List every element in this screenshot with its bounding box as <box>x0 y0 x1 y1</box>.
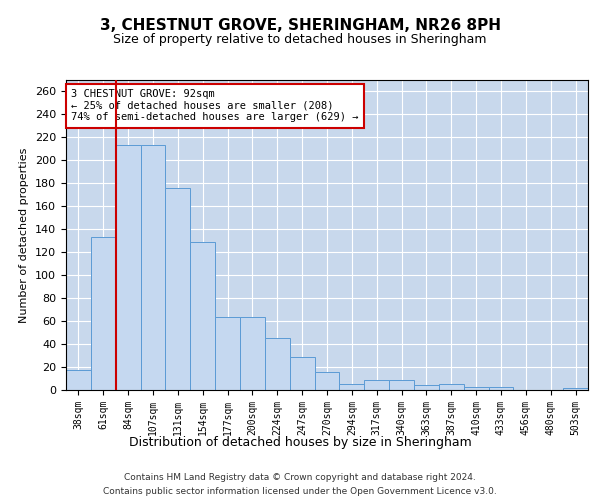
Text: Contains HM Land Registry data © Crown copyright and database right 2024.: Contains HM Land Registry data © Crown c… <box>124 473 476 482</box>
Bar <box>140 146 166 390</box>
Bar <box>563 388 588 390</box>
Bar <box>215 316 240 390</box>
Y-axis label: Number of detached properties: Number of detached properties <box>19 148 29 322</box>
Bar <box>414 386 439 390</box>
Text: Size of property relative to detached houses in Sheringham: Size of property relative to detached ho… <box>113 32 487 46</box>
Text: 3 CHESTNUT GROVE: 92sqm
← 25% of detached houses are smaller (208)
74% of semi-d: 3 CHESTNUT GROVE: 92sqm ← 25% of detache… <box>71 90 359 122</box>
Bar <box>166 188 190 390</box>
Bar <box>439 384 464 390</box>
Text: Contains public sector information licensed under the Open Government Licence v3: Contains public sector information licen… <box>103 486 497 496</box>
Bar <box>314 372 340 390</box>
Bar <box>91 238 116 390</box>
Bar <box>389 380 414 390</box>
Bar <box>464 386 488 390</box>
Bar <box>66 370 91 390</box>
Bar <box>364 380 389 390</box>
Bar <box>290 356 314 390</box>
Bar <box>340 384 364 390</box>
Bar <box>116 146 140 390</box>
Bar <box>488 386 514 390</box>
Bar <box>265 338 290 390</box>
Bar <box>240 316 265 390</box>
Text: 3, CHESTNUT GROVE, SHERINGHAM, NR26 8PH: 3, CHESTNUT GROVE, SHERINGHAM, NR26 8PH <box>100 18 500 32</box>
Bar <box>190 242 215 390</box>
Text: Distribution of detached houses by size in Sheringham: Distribution of detached houses by size … <box>128 436 472 449</box>
